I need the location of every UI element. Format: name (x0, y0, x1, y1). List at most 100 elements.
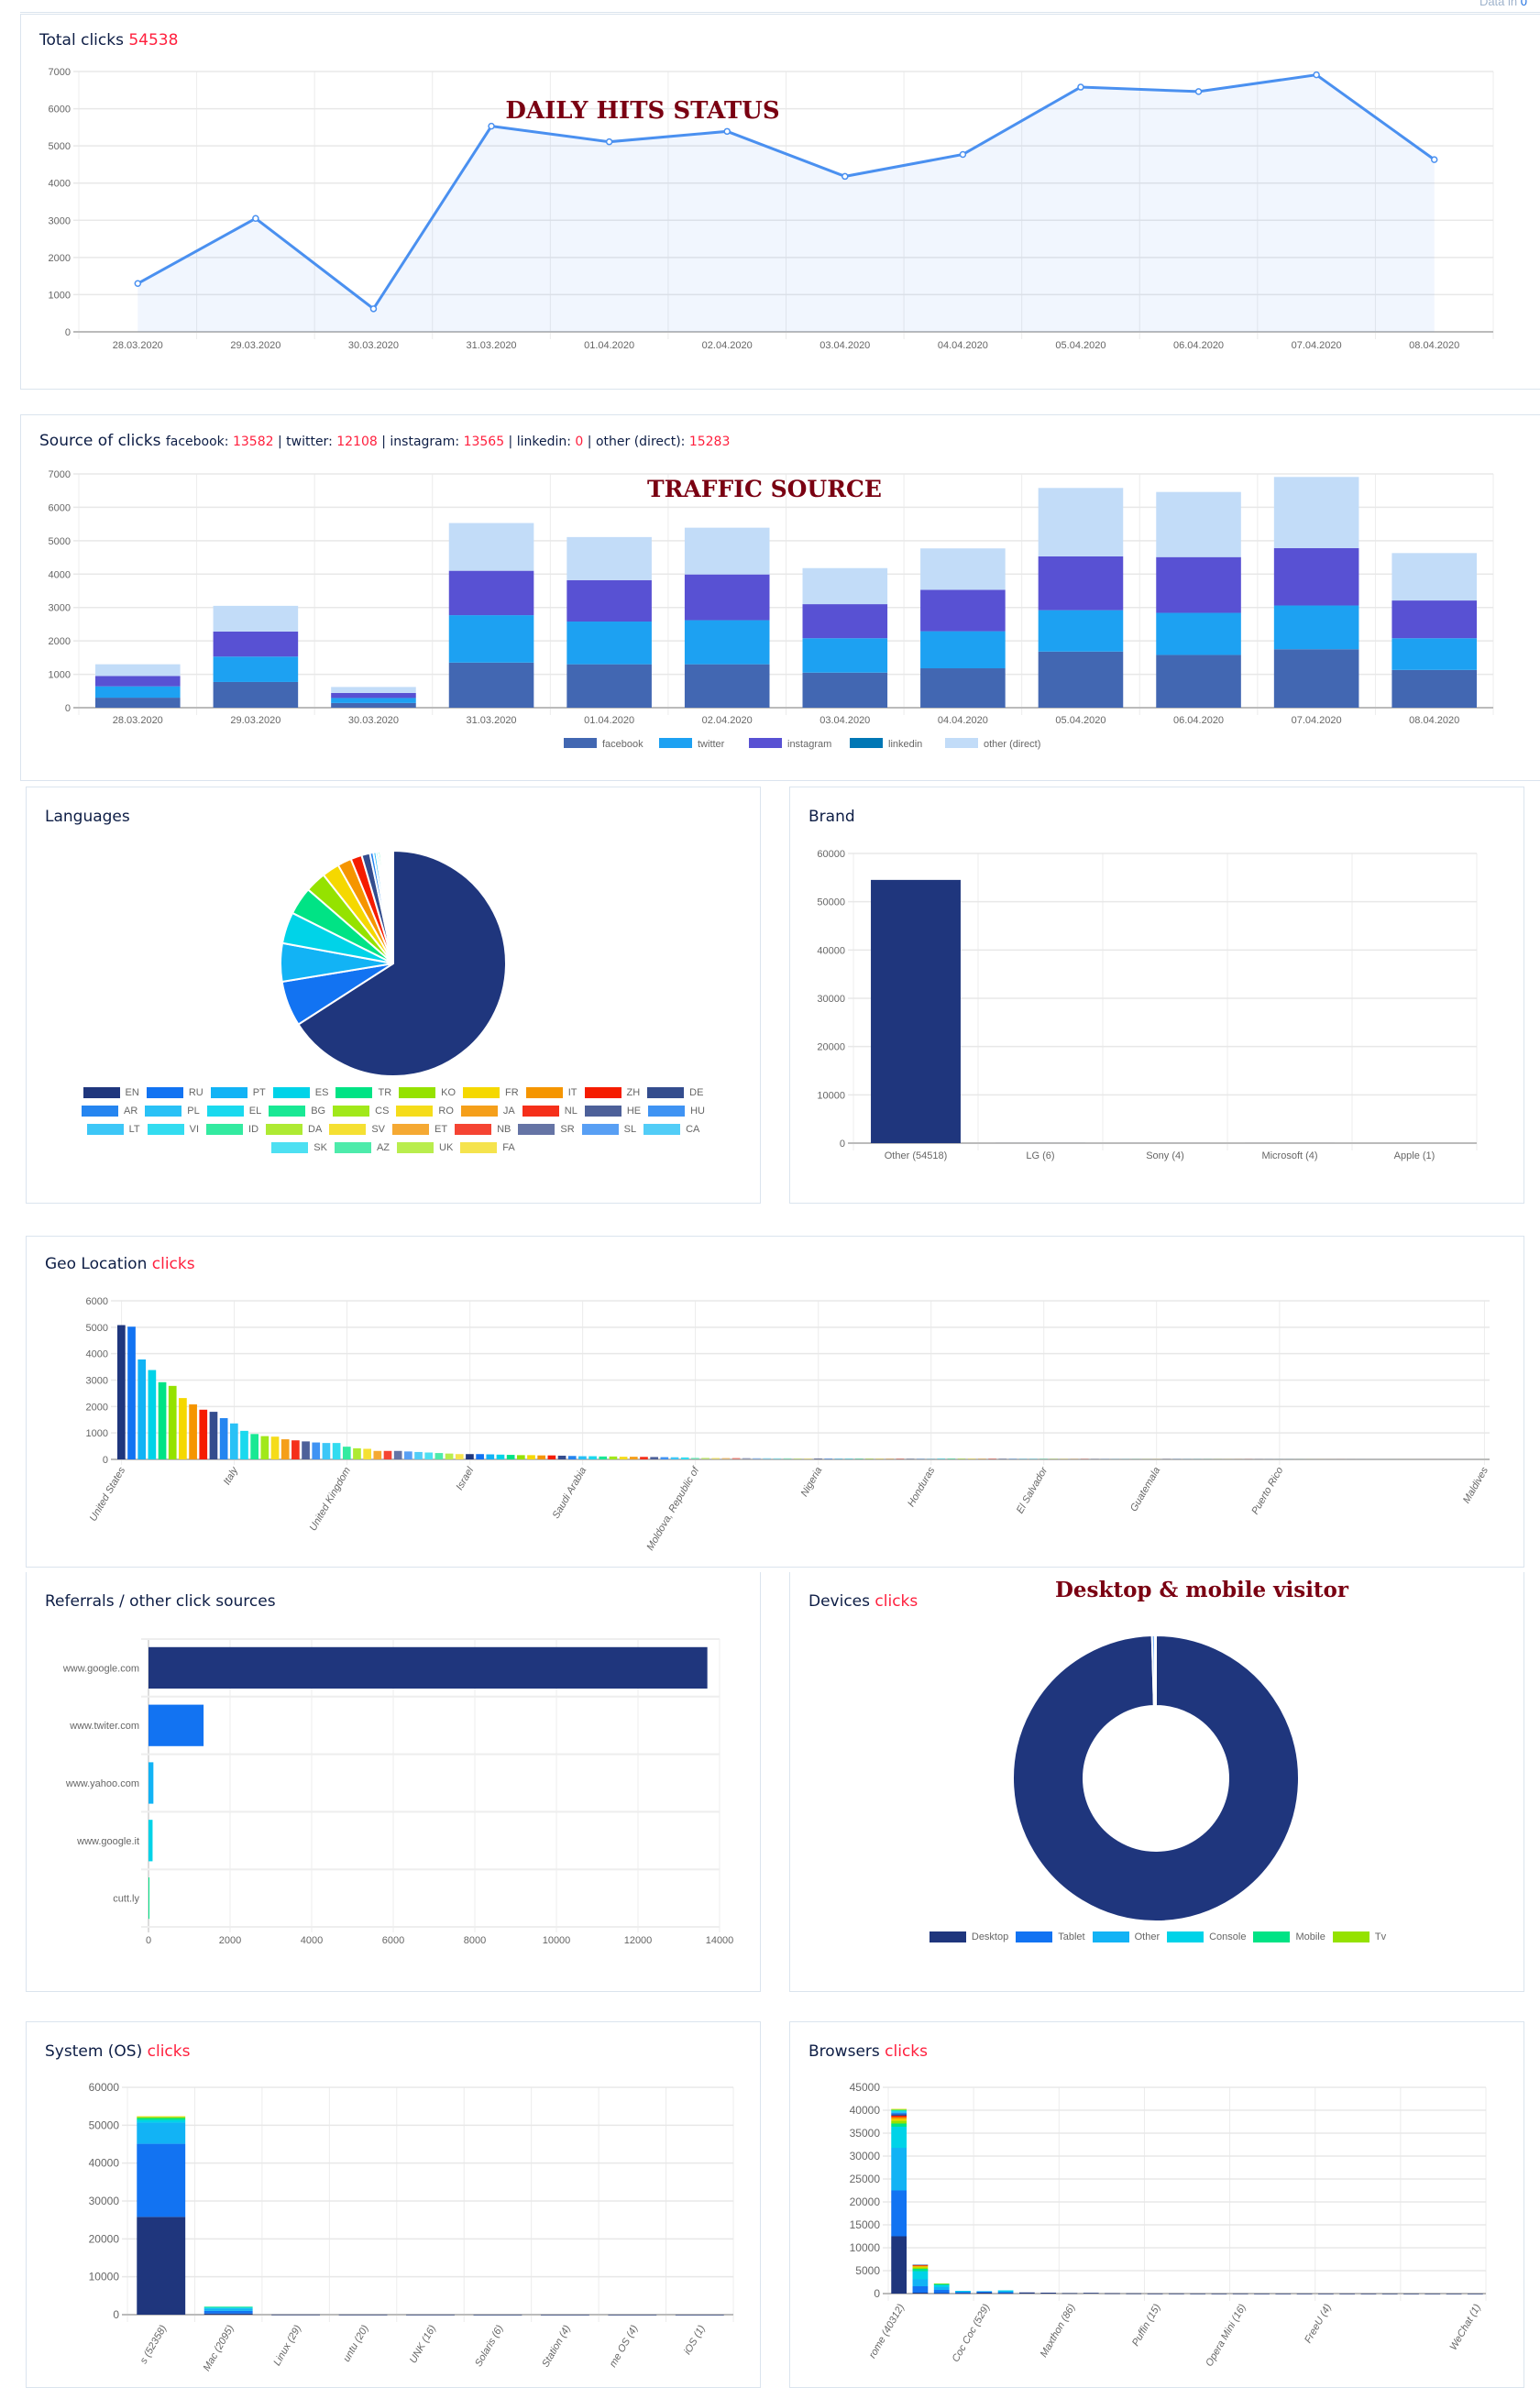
legend-item[interactable]: Mobile (1253, 1931, 1325, 1942)
y-tick-label: 10000 (850, 2241, 881, 2254)
legend-item[interactable]: NB (455, 1124, 511, 1135)
source-name: facebook: (166, 435, 233, 449)
legend-item[interactable]: BG (269, 1106, 325, 1117)
legend-item[interactable]: EL (207, 1106, 261, 1117)
y-tick-label: 2000 (86, 1402, 108, 1413)
legend-swatch (147, 1087, 183, 1098)
bar (363, 1448, 371, 1459)
legend-item[interactable]: AZ (335, 1142, 390, 1153)
legend-label: ET (434, 1124, 447, 1135)
bar-segment (913, 2266, 929, 2267)
y-tick-label: 7000 (49, 67, 71, 78)
x-tick-label: 8000 (464, 1935, 486, 1946)
y-tick-label: 20000 (817, 1042, 845, 1053)
legend-item[interactable]: SL (582, 1124, 636, 1135)
bar (446, 1454, 454, 1459)
legend-item[interactable]: PL (145, 1106, 199, 1117)
legend-swatch (271, 1142, 308, 1153)
legend-item[interactable]: HU (648, 1106, 705, 1117)
x-tick-label: WeChat (1) (1448, 2302, 1484, 2352)
legend-item[interactable]: AR (82, 1106, 138, 1117)
bar (660, 1458, 668, 1459)
legend-item[interactable]: ES (273, 1087, 329, 1098)
legend-item[interactable]: RU (147, 1087, 204, 1098)
legend-item[interactable]: FR (463, 1087, 519, 1098)
legend-label: Tv (1375, 1931, 1386, 1942)
legend-item[interactable]: SK (271, 1142, 327, 1153)
y-tick-label: 0 (65, 327, 71, 338)
bar-segment (204, 2308, 253, 2310)
bar-segment (976, 2293, 992, 2294)
bar (261, 1436, 270, 1459)
bar (998, 1458, 1006, 1459)
legend-item[interactable]: Tv (1333, 1931, 1386, 1942)
x-tick-label: untu (20) (341, 2323, 371, 2363)
bar-segment (891, 2113, 907, 2115)
legend-item[interactable]: UK (397, 1142, 453, 1153)
y-category-label: www.twiter.com (69, 1721, 139, 1732)
bar (578, 1457, 587, 1459)
y-tick-label: 3000 (86, 1376, 108, 1387)
legend-item[interactable]: CS (333, 1106, 389, 1117)
legend-label: PT (253, 1087, 266, 1098)
legend-item[interactable]: CA (644, 1124, 699, 1135)
bar-segment (913, 2293, 929, 2294)
bar (384, 1451, 392, 1459)
x-tick-label: 30.03.2020 (348, 340, 399, 351)
legend-item[interactable]: DE (647, 1087, 703, 1098)
bar-segment (137, 2120, 185, 2123)
y-tick-label: 0 (113, 2308, 119, 2321)
legend-item[interactable]: Desktop (930, 1931, 1008, 1942)
chart-canvas (790, 1572, 1524, 1992)
bar-segment (204, 2307, 253, 2308)
card-title: Total clicks 54538 (39, 31, 178, 50)
legend-item[interactable]: DA (266, 1124, 322, 1135)
x-tick-label: Mac (2095) (202, 2323, 236, 2372)
legend-item[interactable]: FA (460, 1142, 514, 1153)
legend-item[interactable]: HE (585, 1106, 641, 1117)
legend-label: Other (1135, 1931, 1160, 1942)
legend-item[interactable]: Console (1167, 1931, 1246, 1942)
legend-item[interactable]: KO (399, 1087, 456, 1098)
legend-item[interactable]: PT (211, 1087, 266, 1098)
legend-item[interactable]: LT (87, 1124, 140, 1135)
bar-segment (913, 2272, 929, 2280)
y-tick-label: 0 (874, 2287, 880, 2300)
x-tick-label: 02.04.2020 (702, 715, 753, 726)
bar (527, 1455, 535, 1459)
legend-item[interactable]: TR (336, 1087, 391, 1098)
data-point (960, 151, 965, 157)
x-tick-label: 31.03.2020 (467, 715, 517, 726)
legend-label: TR (378, 1087, 391, 1098)
legend-item[interactable]: IT (526, 1087, 578, 1098)
legend-item[interactable]: JA (461, 1106, 515, 1117)
legend-swatch (336, 1087, 372, 1098)
legend-item[interactable]: SV (329, 1124, 385, 1135)
bar-segment-facebook (1274, 649, 1359, 708)
bar-segment-facebook (803, 673, 888, 708)
bar (1060, 1458, 1068, 1459)
legend-item[interactable]: SR (518, 1124, 574, 1135)
bar-segment (913, 2265, 929, 2266)
legend-item[interactable]: VI (148, 1124, 199, 1135)
legend-item[interactable]: EN (83, 1087, 139, 1098)
legend-item[interactable]: ID (206, 1124, 258, 1135)
legend-label: NL (565, 1106, 578, 1117)
y-tick-label: 25000 (850, 2173, 881, 2185)
legend-item[interactable]: ZH (585, 1087, 641, 1098)
bar-segment (913, 2280, 929, 2287)
legend-label: CA (686, 1124, 699, 1135)
legend-item[interactable]: NL (522, 1106, 578, 1117)
bar-segment-instagram (1039, 556, 1124, 611)
bar (1071, 1458, 1079, 1459)
x-tick-label: 06.04.2020 (1173, 340, 1224, 351)
legend-item[interactable]: ET (392, 1124, 447, 1135)
legend-item[interactable]: Tablet (1016, 1931, 1084, 1942)
legend-item[interactable]: Other (1093, 1931, 1160, 1942)
legend-label: BG (311, 1106, 325, 1117)
bar (650, 1457, 658, 1459)
legend-item[interactable]: RO (396, 1106, 454, 1117)
